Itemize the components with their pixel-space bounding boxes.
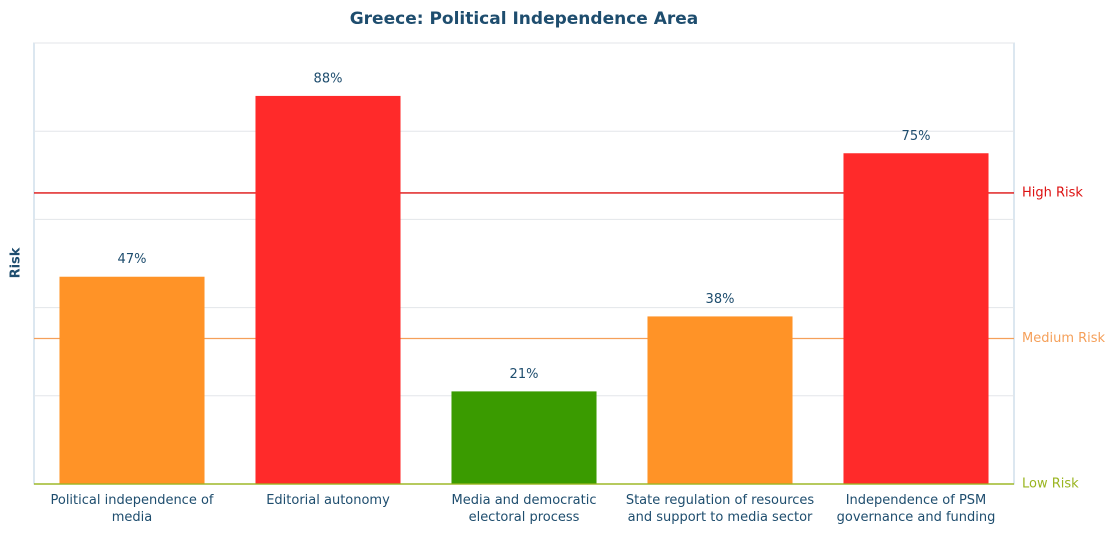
bar: [843, 153, 989, 484]
bar: [647, 316, 793, 484]
x-tick-label: Political independence of media: [50, 493, 214, 525]
value-label: 38%: [706, 292, 735, 307]
threshold-label: Medium Risk: [1022, 331, 1106, 346]
chart-title: Greece: Political Independence Area: [350, 9, 699, 29]
value-label: 75%: [902, 129, 931, 144]
x-tick-label: Independence of PSM governance and fundi…: [836, 493, 996, 525]
threshold-label: High Risk: [1022, 185, 1083, 200]
bar: [255, 95, 401, 485]
bar: [59, 276, 205, 484]
value-label: 47%: [118, 252, 147, 267]
value-label: 88%: [314, 71, 343, 86]
value-label: 21%: [510, 367, 539, 382]
bar: [451, 391, 597, 484]
threshold-label: Low Risk: [1022, 477, 1079, 492]
x-tick-label: State regulation of resources and suppor…: [625, 493, 815, 525]
y-axis-label: Risk: [9, 247, 24, 278]
x-tick-label: Media and democratic electoral process: [451, 493, 597, 525]
x-tick-label: Editorial autonomy: [266, 493, 390, 508]
